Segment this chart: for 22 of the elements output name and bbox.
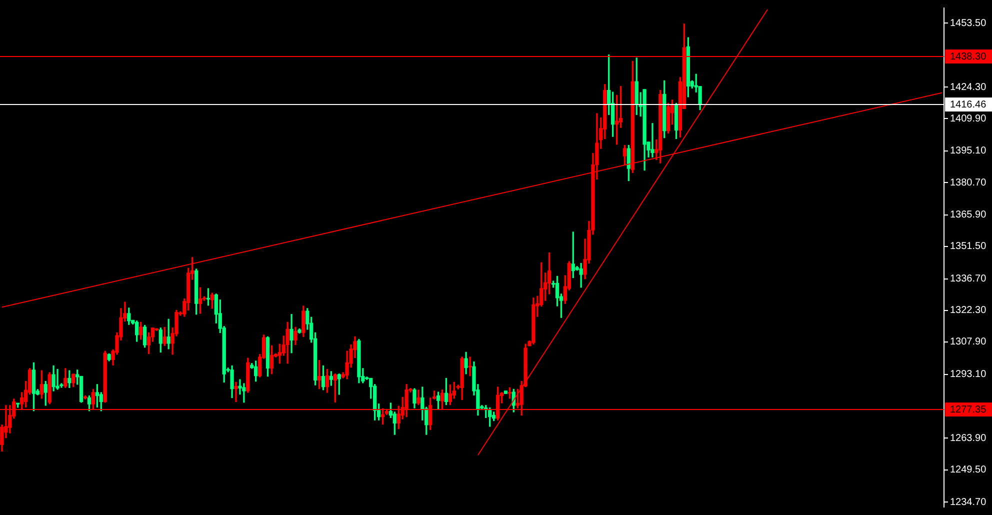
ref-line-label: 1277.35	[950, 404, 987, 416]
y-tick-label: 1234.70	[950, 496, 987, 508]
candlestick	[650, 123, 654, 158]
y-tick-label: 1351.50	[950, 241, 987, 252]
y-tick-label: 1380.70	[950, 177, 987, 188]
y-tick-label: 1365.90	[950, 210, 987, 221]
candlestick	[234, 382, 238, 402]
y-tick-label: 1263.90	[950, 433, 987, 444]
candlestick	[56, 368, 60, 390]
y-tick-label: 1322.30	[950, 305, 987, 316]
y-tick-label: 1395.10	[950, 146, 987, 157]
candlestick	[242, 383, 246, 403]
candlestick	[468, 356, 472, 376]
ref-line-label: 1438.30	[950, 51, 987, 62]
ref-line-label: 1416.46	[950, 99, 987, 110]
y-tick-label: 1336.70	[950, 274, 987, 285]
y-tick-label: 1249.50	[950, 464, 987, 476]
y-tick-label: 1307.90	[950, 336, 987, 348]
y-tick-label: 1453.50	[950, 18, 987, 29]
y-tick-label: 1293.10	[950, 369, 987, 380]
y-tick-label: 1424.30	[950, 82, 987, 93]
y-tick-label: 1409.90	[950, 113, 987, 124]
